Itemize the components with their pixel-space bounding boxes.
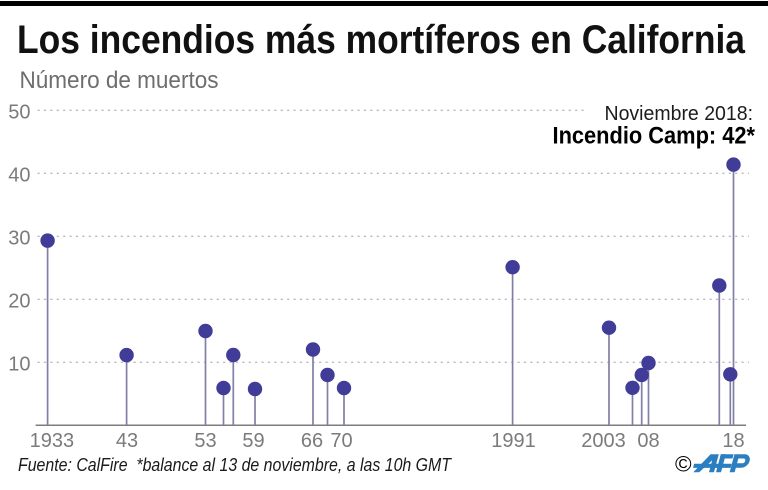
svg-text:70: 70 — [330, 430, 352, 452]
svg-text:43: 43 — [116, 430, 138, 452]
svg-text:10: 10 — [8, 354, 30, 376]
svg-text:50: 50 — [8, 102, 30, 124]
svg-text:30: 30 — [8, 228, 30, 250]
svg-text:2003: 2003 — [581, 430, 626, 452]
svg-text:18: 18 — [722, 430, 744, 452]
svg-text:20: 20 — [8, 291, 30, 313]
svg-text:40: 40 — [8, 165, 30, 187]
svg-text:Número de muertos: Número de muertos — [20, 67, 219, 94]
svg-text:Los incendios más mortíferos e: Los incendios más mortíferos en Californ… — [17, 18, 746, 62]
svg-text:1991: 1991 — [491, 430, 536, 452]
svg-text:59: 59 — [242, 430, 264, 452]
svg-text:Incendio Camp: 42*: Incendio Camp: 42* — [553, 122, 756, 149]
svg-text:08: 08 — [637, 430, 659, 452]
svg-text:1933: 1933 — [30, 430, 75, 452]
svg-text:Noviembre 2018:: Noviembre 2018: — [605, 103, 754, 125]
svg-text:66: 66 — [301, 430, 323, 452]
svg-text:53: 53 — [194, 430, 216, 452]
svg-text:©: © — [675, 451, 692, 476]
svg-text:Fuente: CalFire *balance al 1: Fuente: CalFire *balance al 13 de noviem… — [18, 455, 453, 475]
